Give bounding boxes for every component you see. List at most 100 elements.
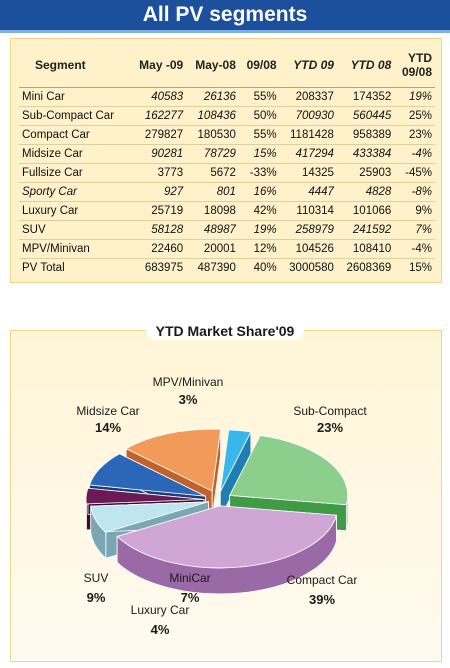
- header-may09: May -09: [129, 43, 187, 88]
- cell-segment: Midsize Car: [19, 144, 130, 164]
- cell-may08: 20001: [186, 239, 239, 259]
- segments-table: Segment May -09 May-08 09/08 YTD 09 YTD …: [19, 43, 435, 277]
- table-row: MPV/Minivan 22460 20001 12% 104526 10841…: [19, 239, 435, 259]
- cell-may09: 58128: [129, 220, 187, 240]
- cell-segment: Sporty Car: [19, 182, 130, 202]
- cell-segment: Fullsize Car: [19, 163, 130, 183]
- cell-growth: 16%: [238, 182, 280, 202]
- cell-segment: Sub-Compact Car: [19, 106, 130, 126]
- header-ytd08: YTD 08: [336, 43, 395, 88]
- cell-ytd09: 4447: [279, 182, 337, 202]
- pie-slice-top: [88, 453, 206, 497]
- cell-may08: 18098: [186, 201, 239, 221]
- cell-segment: Mini Car: [19, 87, 130, 107]
- cell-may08: 48987: [186, 220, 239, 240]
- slice-pct-mpv-minivan: 3%: [179, 392, 198, 407]
- cell-may09: 22460: [129, 239, 187, 259]
- cell-ytd09: 14325: [279, 163, 337, 183]
- slice-pct-midsize-car: 14%: [95, 420, 121, 435]
- pie-slice-mpv-minivan: [219, 429, 252, 518]
- cell-may08: 78729: [186, 144, 239, 164]
- cell-may09: 90281: [129, 144, 187, 164]
- cell-ytd08: 108410: [336, 239, 395, 259]
- cell-growth: 19%: [238, 220, 280, 240]
- cell-ytd-growth: 25%: [394, 106, 435, 126]
- cell-may08: 26136: [186, 87, 239, 107]
- cell-ytd08: 25903: [336, 163, 395, 183]
- cell-ytd09: 104526: [279, 239, 337, 259]
- cell-growth: -33%: [238, 163, 280, 183]
- cell-may08: 487390: [197, 262, 236, 274]
- header-may08: May-08: [186, 43, 239, 88]
- pie-slice-top: [90, 501, 209, 533]
- slice-pct-minicar: 7%: [181, 590, 200, 605]
- cell-growth: 50%: [238, 106, 280, 126]
- cell-may08: 180530: [186, 125, 239, 145]
- cell-growth: 40%: [253, 262, 277, 274]
- cell-ytd09: 3000580: [289, 262, 334, 274]
- cell-growth: 12%: [238, 239, 280, 259]
- cell-ytd-growth: 19%: [394, 87, 435, 107]
- cell-may09: 162277: [129, 106, 187, 126]
- page-title: All PV segments: [142, 3, 308, 26]
- slice-label-mpv-minivan: MPV/Minivan: [153, 375, 224, 389]
- slice-label-suv: SUV: [84, 571, 109, 585]
- pie-slice-compact-car: [116, 505, 337, 595]
- slice-label-minicar: MiniCar: [169, 571, 210, 585]
- cell-ytd08: 241592: [336, 220, 395, 240]
- table-row: Fullsize Car 3773 5672 -33% 14325 25903 …: [19, 163, 435, 183]
- cell-ytd09: 700930: [279, 106, 337, 126]
- cell-ytd08: 433384: [336, 144, 395, 164]
- cell-segment: SUV: [19, 220, 130, 240]
- table-header-row: Segment May -09 May-08 09/08 YTD 09 YTD …: [19, 43, 435, 88]
- table-row: Sub-Compact Car 162277 108436 50% 700930…: [19, 106, 435, 126]
- cell-ytd09: 110314: [279, 201, 337, 221]
- cell-ytd08: 2608369: [346, 262, 392, 274]
- cell-ytd-growth: 15%: [408, 262, 432, 274]
- cell-ytd-growth: 7%: [394, 220, 435, 240]
- slice-label-sub-compact: Sub-Compact: [293, 404, 367, 418]
- table-row: Mini Car 40583 26136 55% 208337 174352 1…: [19, 87, 435, 107]
- pie-slice-top: [219, 429, 252, 492]
- cell-ytd09: 208337: [279, 87, 337, 107]
- slice-pct-compact-car: 39%: [309, 592, 335, 607]
- table-row: Sporty Car 927 801 16% 4447 4828 -8%: [19, 182, 435, 202]
- title-bar: All PV segments: [0, 0, 450, 33]
- slice-pct-suv: 9%: [87, 590, 106, 605]
- cell-segment: MPV/Minivan: [19, 239, 130, 259]
- header-ytd09: YTD 09: [279, 43, 337, 88]
- cell-may09: 25719: [129, 201, 187, 221]
- cell-may09: 3773: [129, 163, 187, 183]
- pie-slice-top: [229, 435, 349, 506]
- header-growth: 09/08: [238, 43, 280, 88]
- slice-pct-luxury-car: 4%: [151, 622, 170, 637]
- chart-title-wrap: YTD Market Share'09: [0, 320, 450, 342]
- header-segment: Segment: [19, 43, 130, 88]
- header-ytd-growth-line2: 09/08: [401, 65, 432, 79]
- pie-slice-top: [125, 428, 222, 492]
- cell-ytd09: 258979: [279, 220, 337, 240]
- cell-growth: 42%: [238, 201, 280, 221]
- cell-ytd-growth: -8%: [394, 182, 435, 202]
- table-row: Luxury Car 25719 18098 42% 110314 101066…: [19, 201, 435, 221]
- cell-may09: 683975: [144, 262, 184, 274]
- cell-segment: Luxury Car: [19, 201, 130, 221]
- cell-ytd-growth: -45%: [394, 163, 435, 183]
- cell-ytd08: 958389: [336, 125, 395, 145]
- cell-growth: 55%: [238, 125, 280, 145]
- pie-slice-top: [116, 505, 337, 569]
- cell-ytd08: 101066: [336, 201, 395, 221]
- cell-may08: 801: [186, 182, 239, 202]
- table-row-total: PV Total 683975 487390 40% 3000580 26083…: [19, 259, 435, 278]
- segments-table-panel: Segment May -09 May-08 09/08 YTD 09 YTD …: [10, 38, 442, 283]
- header-ytd-growth: YTD 09/08: [394, 43, 435, 88]
- cell-may09: 40583: [129, 87, 187, 107]
- cell-ytd09: 417294: [279, 144, 337, 164]
- cell-ytd-growth: 9%: [394, 201, 435, 221]
- slice-pct-sub-compact: 23%: [317, 420, 343, 435]
- cell-may09: 279827: [129, 125, 187, 145]
- cell-growth: 55%: [238, 87, 280, 107]
- cell-may08: 108436: [186, 106, 239, 126]
- table-row: SUV 58128 48987 19% 258979 241592 7%: [19, 220, 435, 240]
